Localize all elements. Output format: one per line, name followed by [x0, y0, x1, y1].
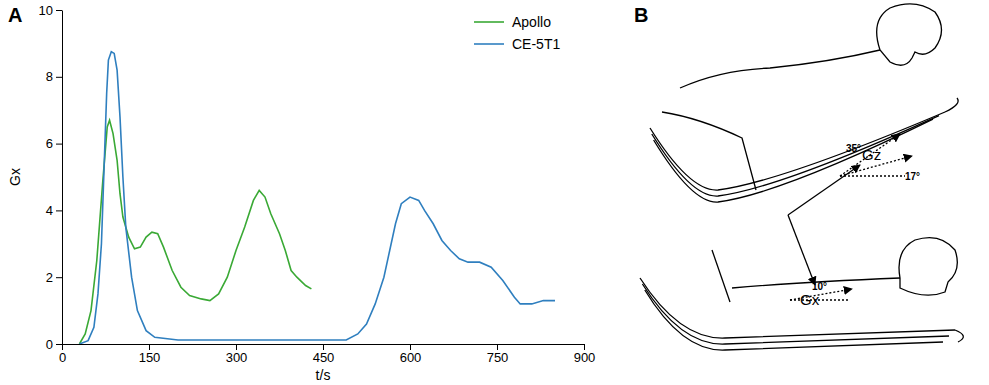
tick: 450	[313, 344, 335, 365]
tick: 600	[400, 344, 422, 365]
series-line	[79, 52, 555, 344]
y-axis-title: Gx	[7, 168, 23, 186]
tick-label: 450	[313, 350, 335, 365]
seat	[645, 290, 943, 350]
seat	[650, 112, 945, 190]
angle-label: 35°	[846, 143, 861, 154]
tick-mark	[236, 344, 237, 350]
legend-label: Apollo	[512, 14, 551, 30]
head	[877, 4, 942, 65]
seat	[640, 278, 955, 338]
angle-label: 10°	[812, 281, 827, 292]
reference-line	[840, 175, 905, 176]
tick: 0	[46, 337, 62, 352]
tick-mark	[56, 144, 62, 145]
seat	[652, 116, 939, 196]
legend-label: CE-5T1	[512, 36, 560, 52]
head	[899, 238, 957, 296]
legend: Apollo CE-5T1	[474, 14, 560, 52]
tick-mark	[56, 10, 62, 11]
axis-label: Gx	[800, 291, 820, 308]
tick-mark	[56, 277, 62, 278]
axis-line	[62, 11, 63, 345]
tick-label: 10	[39, 3, 53, 18]
legend-swatch	[474, 21, 504, 23]
seat	[642, 284, 949, 344]
tick-mark	[56, 344, 62, 345]
tick: 300	[226, 344, 248, 365]
leg	[712, 250, 730, 302]
tick: 10	[39, 3, 62, 18]
angle-label: 17°	[905, 171, 920, 182]
angle-arrow	[840, 134, 900, 176]
body-outline	[680, 50, 880, 88]
gx-arrow	[788, 215, 815, 285]
x-axis: 0 150 300 450 600 750 900	[59, 344, 595, 365]
tick-label: 4	[46, 203, 53, 218]
panel-label: B	[634, 4, 648, 26]
diagram: Gz Gx 35° 17° 10°	[640, 4, 963, 350]
tick: 900	[574, 344, 596, 365]
tick: 750	[487, 344, 509, 365]
tick-mark	[584, 344, 585, 350]
axis-label: Gz	[862, 146, 881, 163]
tick-mark	[410, 344, 411, 350]
series-line	[79, 120, 311, 344]
tick: 8	[46, 69, 62, 84]
tick-mark	[497, 344, 498, 350]
lines	[79, 52, 555, 344]
gz-arrow	[788, 165, 860, 215]
tick-label: 8	[46, 69, 53, 84]
panel-label: A	[8, 4, 22, 26]
tick-label: 150	[139, 350, 161, 365]
tick-mark	[56, 210, 62, 211]
tick-label: 0	[46, 337, 53, 352]
tick: 150	[139, 344, 161, 365]
tick-label: 2	[46, 270, 53, 285]
x-axis-title: t/s	[316, 367, 331, 383]
seat-edge	[945, 98, 958, 112]
tick-label: 0	[59, 350, 66, 365]
tick-label: 900	[574, 350, 596, 365]
seat-edge	[955, 330, 963, 342]
tick-mark	[149, 344, 150, 350]
tick-label: 6	[46, 136, 53, 151]
tick-label: 600	[400, 350, 422, 365]
tick: 0	[59, 344, 66, 365]
tick-mark	[56, 77, 62, 78]
tick-label: 300	[226, 350, 248, 365]
tick-label: 750	[487, 350, 509, 365]
tick: 6	[46, 136, 62, 151]
tick-mark	[62, 344, 63, 350]
legend-swatch	[474, 43, 504, 45]
seat	[654, 119, 933, 202]
reference-line	[790, 299, 850, 300]
leg	[662, 112, 756, 190]
tick: 2	[46, 270, 62, 285]
tick-mark	[323, 344, 324, 350]
figure: A B 0 150 300 450 600 750 900 0 2 4 6 8 10 t/s Gx Apollo C…	[0, 0, 989, 385]
tick: 4	[46, 203, 62, 218]
y-axis: 0 2 4 6 8 10	[39, 3, 63, 352]
